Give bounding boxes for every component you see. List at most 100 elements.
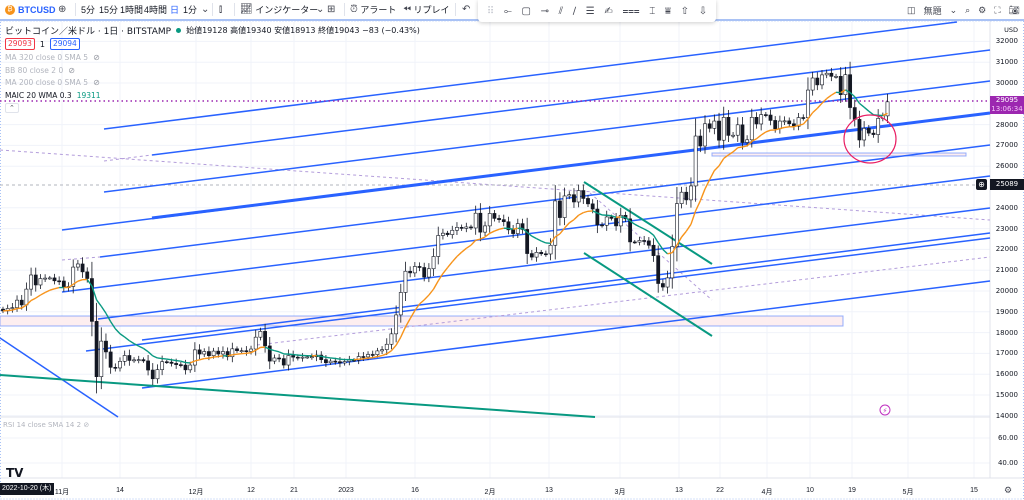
candle-down: [801, 117, 806, 119]
arrow-up-icon[interactable]: ⇧: [680, 5, 690, 17]
layout-icon[interactable]: ◫: [907, 5, 916, 15]
layout-name[interactable]: 無題: [923, 6, 942, 16]
chart-legend: ビットコイン／米ドル · 1日 · BITSTAMP 始値19128 高値193…: [5, 24, 420, 114]
eye-hidden-icon[interactable]: ⊘: [68, 65, 75, 75]
moving-average-segment: [676, 236, 683, 246]
trend-line-icon[interactable]: ∕: [572, 5, 577, 17]
bar-countdown: 13:06:34: [991, 105, 1023, 113]
rsi-legend[interactable]: RSI 14 close SMA 14 2 ⊘: [3, 421, 89, 429]
candle-up: [450, 229, 455, 235]
templates-icon[interactable]: ⊞: [327, 4, 336, 15]
candle-down: [216, 350, 221, 355]
trend-line: [141, 280, 991, 389]
candle-up: [300, 356, 305, 359]
interval-4h[interactable]: 4時間: [144, 5, 168, 15]
interval-1h[interactable]: 1時間: [120, 5, 144, 15]
candle-down: [511, 229, 516, 234]
arrow-down-icon[interactable]: ⇩: [698, 5, 708, 17]
channel-icon[interactable]: ⩶: [622, 5, 640, 17]
candle-down: [871, 132, 876, 135]
camera-icon[interactable]: 📷︎: [1008, 5, 1020, 15]
candle-up: [441, 232, 445, 236]
candle-down: [478, 212, 483, 233]
buy-button[interactable]: 29094: [49, 38, 80, 50]
alert-button[interactable]: ⏰︎ アラート: [350, 0, 396, 19]
candle-down: [543, 253, 548, 256]
moving-average-segment: [21, 304, 27, 309]
text-icon[interactable]: ⌶: [649, 5, 656, 17]
chevron-down-icon[interactable]: ⌄: [201, 4, 210, 15]
indicator-ma320[interactable]: MA 320 close 0 SMA 5 ⊘: [5, 52, 420, 65]
gear-icon[interactable]: ⚙︎: [978, 5, 987, 15]
fib-icon[interactable]: ☰: [585, 5, 595, 17]
eye-hidden-icon[interactable]: ⊘: [93, 78, 100, 88]
pattern-icon[interactable]: ⩸: [664, 5, 671, 17]
ray-icon[interactable]: ⊸: [540, 5, 549, 17]
currency-selector[interactable]: USD: [1004, 26, 1018, 34]
candle-down: [787, 120, 792, 125]
replay-button[interactable]: ⏪︎ リプレイ: [403, 0, 450, 19]
interval-1d[interactable]: 日: [170, 5, 180, 15]
candle-up: [483, 225, 487, 233]
candle-up: [759, 114, 764, 125]
fullscreen-icon[interactable]: ⛶: [994, 5, 1001, 15]
candle-up: [389, 333, 394, 345]
chevron-down-icon[interactable]: ⌄: [316, 4, 325, 15]
brush-icon[interactable]: ✍︎: [604, 5, 613, 17]
moving-average-segment: [657, 242, 664, 250]
horizontal-line-icon[interactable]: ⟜: [503, 5, 512, 17]
indicator-ma200[interactable]: MA 200 close 0 SMA 5 ⊘: [5, 77, 420, 90]
eye-hidden-icon[interactable]: ⊘: [83, 421, 90, 429]
symbol-label: BTCUSD: [18, 4, 56, 15]
last-price: 29095: [995, 96, 1019, 104]
candle-down: [586, 198, 590, 205]
moving-average-segment: [30, 297, 37, 302]
collapse-legend-icon[interactable]: ⌃: [5, 102, 19, 113]
bitcoin-logo-icon: ₿: [5, 4, 15, 15]
indicators-button[interactable]: 📈︎ インジケーター: [240, 0, 318, 19]
moving-average-segment: [367, 356, 373, 359]
indicator-maic[interactable]: MAIC 20 WMA 0.3 19311: [5, 89, 420, 102]
moving-average-segment: [157, 357, 163, 360]
chevron-down-icon[interactable]: ⌄: [949, 5, 958, 15]
moving-average-segment: [648, 230, 654, 236]
time-axis-label: 16: [411, 487, 419, 494]
moving-average-segment: [16, 307, 22, 310]
moving-average-segment: [868, 110, 874, 116]
candle-up: [412, 266, 417, 274]
interval-1m[interactable]: 1分: [183, 5, 198, 15]
candle-up: [843, 74, 848, 95]
compare-plus-icon[interactable]: ⊕: [58, 4, 67, 15]
rectangle-icon[interactable]: ▢: [521, 5, 531, 17]
indicator-bb80[interactable]: BB 80 close 2 0 ⊘: [5, 64, 420, 77]
candle-up: [749, 117, 754, 141]
moving-average-segment: [854, 96, 861, 104]
candle-type-icon[interactable]: ⫾: [219, 4, 223, 15]
candle-down: [492, 213, 497, 219]
moving-average-segment: [68, 283, 74, 288]
moving-average-segment: [671, 244, 678, 254]
moving-average-segment: [54, 286, 60, 290]
moving-average-segment: [858, 102, 865, 108]
moving-average-segment: [756, 134, 762, 140]
settings-gear-icon[interactable]: ⚙︎: [1004, 486, 1013, 496]
drag-handle-icon[interactable]: ⠿: [486, 5, 495, 17]
moving-average-segment: [428, 288, 435, 296]
add-alert-plus-icon[interactable]: ⊕: [976, 179, 987, 190]
candle-down: [651, 244, 656, 256]
candle-up: [735, 124, 740, 136]
candle-up: [675, 203, 679, 247]
undo-icon[interactable]: ↶: [462, 4, 471, 15]
sell-button[interactable]: 29093: [5, 38, 35, 50]
interval-15m[interactable]: 15分: [99, 5, 119, 15]
search-icon[interactable]: ⌕: [965, 5, 971, 15]
moving-average-segment: [227, 354, 233, 357]
parallel-channel-icon[interactable]: ⫽: [558, 5, 564, 17]
candle-down: [174, 363, 179, 365]
tradingview-logo[interactable]: TV: [6, 466, 24, 480]
moving-average-segment: [86, 279, 93, 287]
eye-hidden-icon[interactable]: ⊘: [93, 53, 100, 63]
symbol-search[interactable]: ₿ BTCUSD: [5, 0, 56, 19]
interval-5m[interactable]: 5分: [81, 5, 96, 15]
